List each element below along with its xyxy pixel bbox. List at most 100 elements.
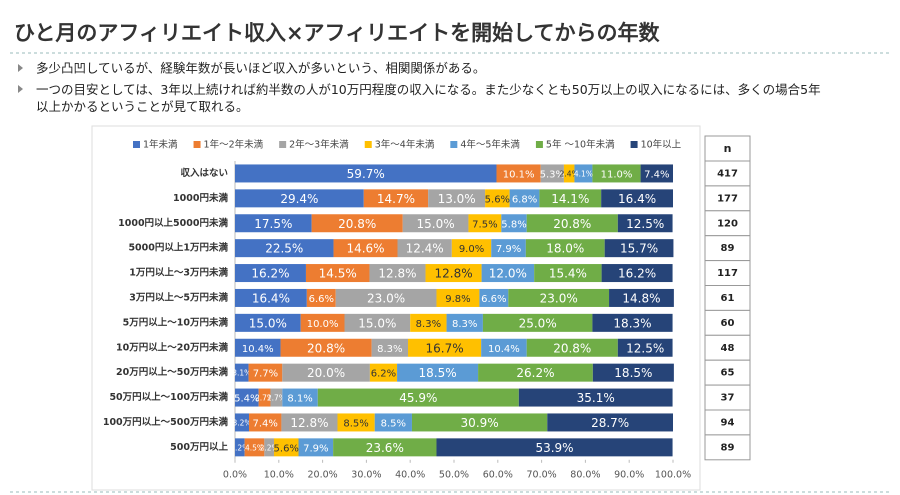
bar-segment [235,264,306,283]
legend-label: 1年未満 [143,139,178,151]
bar-segment [371,338,409,357]
data-label: 12.8% [434,267,472,281]
bar-segment [411,413,548,432]
data-label: 16.4% [618,192,656,206]
data-label: 13.0% [438,192,476,206]
data-label: 14.8% [622,291,660,305]
bar-segment [601,264,673,283]
legend-label: 10年以上 [641,139,682,151]
data-label: 6.6% [309,294,334,305]
bar-segment [374,413,412,432]
bar-segment [518,388,673,407]
data-label: 6.2% [371,369,396,380]
category-label: 5万円以上～10万円未満 [123,316,229,328]
data-label: 22.5% [265,242,303,256]
bar-segment [333,438,437,457]
data-label: 7.4% [253,418,278,429]
data-label: 35.1% [577,391,615,405]
data-label: 16.7% [426,341,464,355]
data-label: 2.4% [560,169,579,178]
bar-segment [264,438,274,457]
category-label: 1万円以上～3万円未満 [129,267,228,279]
bar-segment [496,164,541,183]
bar-segment [601,189,673,208]
data-label: 18.3% [613,316,651,330]
bullet-text: 一つの目安としては、3年以上続ければ約半数の人が10万円程度の収入になる。また少… [36,82,821,114]
data-label: 5.8% [501,219,526,230]
bar-segment [397,239,452,258]
data-label: 7.9% [303,443,328,454]
bar-segment [451,239,492,258]
bar-segment [235,313,301,332]
data-label: 9.8% [445,294,470,305]
legend-swatch [279,141,287,148]
bar-segment [468,214,502,233]
legend-label: 5年 ～10年未満 [546,139,615,151]
data-label: 15.0% [249,316,287,330]
data-label: 12.0% [489,267,527,281]
data-label: 28.7% [591,416,629,430]
category-label: 収入はない [180,167,228,179]
bar-segment [235,388,259,407]
bar-segment [282,363,370,382]
table-cell [704,409,751,436]
bar-segment [509,189,540,208]
bar-segment [363,189,429,208]
category-label: 500万円以上 [170,441,228,453]
bar-segment [337,413,375,432]
bar-segment [501,214,527,233]
data-label: 20.8% [553,341,591,355]
bar-segment [526,338,618,357]
bar-segment [508,288,610,307]
table-cell [704,334,751,361]
bar-segment [563,164,575,183]
table-cell [704,185,751,212]
data-label: 23.0% [367,291,405,305]
bar-segment [609,288,674,307]
legend-swatch [450,141,458,148]
bar-segment [408,338,482,357]
x-tick-label: 80.0% [570,469,600,480]
bar-segment [305,264,370,283]
bar-segment [282,388,318,407]
category-label: 10万円以上～20万円未満 [116,341,228,353]
bar-segment [547,413,673,432]
data-label: 7.5% [472,219,497,230]
bar-segment [235,189,364,208]
bar-segment [574,164,593,183]
bar-segment [235,164,497,183]
bar-segment [478,363,593,382]
bar-segment [298,438,334,457]
data-label: 4.1% [574,169,593,178]
bar-segment [235,338,281,357]
bar-segment [592,363,674,382]
bar-segment [369,363,398,382]
bar-segment [235,214,312,233]
data-label: 16.2% [251,267,289,281]
bar-segment [540,164,564,183]
table-value: 117 [717,268,738,279]
bar-segment [235,288,307,307]
bar-segment [436,438,673,457]
data-label: 15.0% [417,217,455,231]
bar-segment [479,288,509,307]
bar-segment [539,189,602,208]
table-cell [704,359,751,386]
data-label: 12.5% [626,341,664,355]
bar-segment [249,413,282,432]
table-value: 94 [721,417,735,428]
bullet-icon [18,64,23,72]
data-label: 5.4% [234,394,259,405]
legend-label: 1年～2年未満 [204,139,264,151]
bar-segment [482,313,593,332]
data-label: 10.4% [242,344,274,355]
table-value: 120 [717,218,738,229]
data-label: 12.8% [378,267,416,281]
data-label: 8.5% [381,418,406,429]
data-label: 4.5% [245,443,264,452]
data-label: 23.0% [540,291,578,305]
table-cell [704,260,751,287]
category-label: 20万円以上～50万円未満 [116,366,228,378]
legend-swatch [364,141,372,148]
data-label: 15.4% [549,267,587,281]
